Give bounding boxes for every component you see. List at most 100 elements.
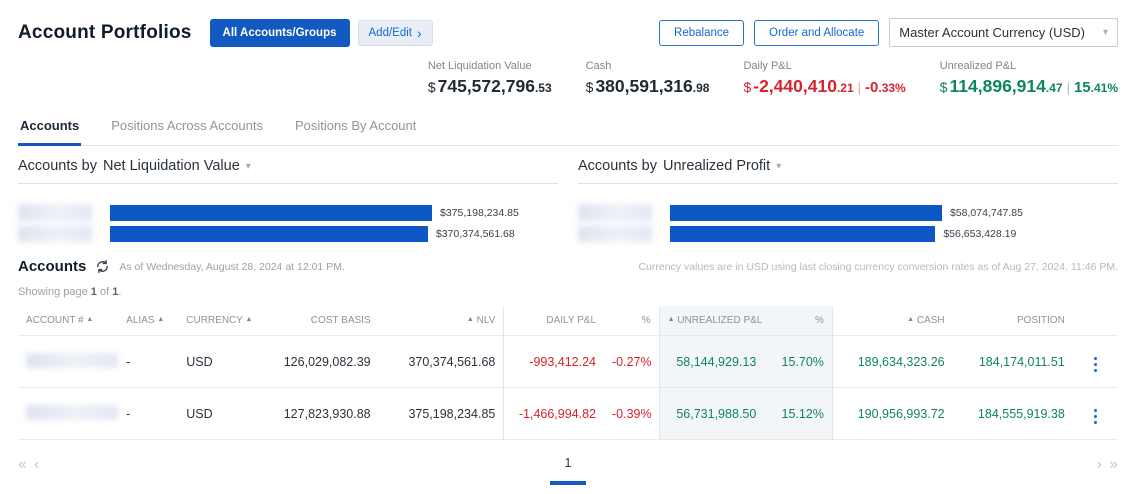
prev-page-icon[interactable]: ‹ [33,456,40,473]
as-of-timestamp: As of Wednesday, August 28, 2024 at 12:0… [119,260,345,273]
redacted-account-number [26,352,118,368]
chart-metric-dropdown[interactable]: Net Liquidation Value [103,158,240,174]
col-header-nlv[interactable]: ▲ NLV [378,306,504,336]
bar-track: $375,198,234.85 [110,204,519,221]
page-number-button[interactable]: 1 [548,454,588,485]
bar-track: $370,374,561.68 [110,225,515,242]
bar-track: $58,074,747.85 [670,204,1023,221]
sort-asc-icon: ▲ [86,316,94,323]
cell-daily-pct: -0.27% [604,335,660,388]
tab-positions-by-account[interactable]: Positions By Account [294,118,417,133]
portfolio-stats: Net Liquidation Value $745,572,796.53 Ca… [18,60,1118,97]
table-row: - USD 126,029,082.39 370,374,561.68 -993… [18,335,1118,388]
cell-alias: - [118,335,179,388]
stat-value: $745,572,796.53 [427,76,552,96]
tab-bar: Accounts Positions Across Accounts Posit… [18,112,1118,146]
bar-value-label: $58,074,747.85 [950,206,1023,219]
col-header-account[interactable]: ACCOUNT # ▲ [18,306,119,336]
cell-unrealized-pnl: 56,731,988.50 [658,387,765,440]
cell-position: 184,174,011.51 [952,335,1073,388]
cell-daily-pnl: -993,412.24 [503,335,605,388]
cell-cost-basis: 127,823,930.88 [248,387,379,440]
col-header-position[interactable]: POSITION [952,306,1073,336]
sort-asc-icon: ▲ [667,316,675,323]
col-header-actions [1072,306,1118,336]
col-header-cost-basis[interactable]: COST BASIS [248,306,379,336]
bar-value-label: $56,653,428.19 [943,227,1017,240]
last-page-icon[interactable]: » [1109,456,1118,473]
cell-unrealized-pct: 15.70% [764,335,833,388]
chart-title-prefix: Accounts by [18,158,97,174]
stat-value: $380,591,316.98 [585,76,710,96]
stat-label: Unrealized P&L [939,60,1017,72]
stat-unrealized-pnl: Unrealized P&L $114,896,914.47 | 15.41% [940,60,1118,97]
all-accounts-groups-button[interactable]: All Accounts/Groups [209,18,350,47]
accounts-section-header: Accounts As of Wednesday, August 28, 202… [18,258,1118,275]
chart-title-prefix: Accounts by [578,158,657,174]
cell-position: 184,555,919.38 [952,387,1073,440]
chevron-down-icon: ▾ [1102,27,1108,38]
bar-row: $58,074,747.85 [578,204,1118,221]
chart-title: Accounts by Unrealized Profit ▾ [578,158,1118,184]
currency-dropdown[interactable]: Master Account Currency (USD) ▾ [889,18,1118,47]
bar-row: $370,374,561.68 [18,225,558,242]
chart-net-liquidation-value: Accounts by Net Liquidation Value ▾ $375… [18,158,558,242]
bar-chart: $375,198,234.85 $370,374,561.68 [18,184,558,242]
table-row: - USD 127,823,930.88 375,198,234.85 -1,4… [18,387,1118,440]
first-page-icon[interactable]: « [18,456,27,473]
current-page-indicator [550,481,586,485]
chart-title: Accounts by Net Liquidation Value ▾ [18,158,558,184]
col-header-daily-pct[interactable]: % [604,306,660,336]
cell-daily-pct: -0.39% [604,387,660,440]
col-header-currency[interactable]: CURRENCY ▲ [178,306,252,336]
stat-value: $114,896,914.47 | 15.41% [939,76,1118,96]
add-edit-button[interactable]: Add/Edit › [357,19,433,46]
col-header-daily-pnl[interactable]: DAILY P&L [503,306,605,336]
pagination-right-arrows: › » [1097,456,1118,474]
tab-accounts[interactable]: Accounts [18,112,82,146]
col-header-unrealized-pnl[interactable]: ▲ UNREALIZED P&L [658,306,765,336]
refresh-button[interactable] [95,259,110,274]
col-header-cash[interactable]: ▲ CASH [832,306,953,336]
stat-value: $ -2,440,410.21 | -0.33% [743,76,906,96]
top-bar-actions: Rebalance Order and Allocate Master Acco… [659,18,1118,47]
bar-value-label: $375,198,234.85 [440,206,519,219]
cell-unrealized-pct: 15.12% [764,387,833,440]
chevron-right-icon: › [416,24,422,41]
stat-net-liquidation-value: Net Liquidation Value $745,572,796.53 [428,60,552,97]
accounts-section-title: Accounts [18,258,87,275]
cell-daily-pnl: -1,466,994.82 [503,387,605,440]
cell-unrealized-pnl: 58,144,929.13 [658,335,765,388]
cell-currency: USD [178,387,249,440]
order-and-allocate-button[interactable]: Order and Allocate [754,19,880,46]
col-header-alias[interactable]: ALIAS ▲ [118,306,179,336]
stat-daily-pnl: Daily P&L $ -2,440,410.21 | -0.33% [743,60,905,97]
cell-cash: 189,634,323.26 [832,335,953,388]
page-title: Account Portfolios [18,21,192,43]
chevron-down-icon: ▾ [245,160,251,172]
stat-label: Net Liquidation Value [427,60,532,72]
stat-cash: Cash $380,591,316.98 [586,60,710,97]
rebalance-button[interactable]: Rebalance [659,19,745,46]
cell-currency: USD [178,335,249,388]
col-header-unrealized-pct[interactable]: % [764,306,833,336]
tab-positions-across-accounts[interactable]: Positions Across Accounts [111,118,263,133]
row-actions-kebab-icon[interactable] [1088,407,1104,427]
add-edit-label: Add/Edit [368,26,412,39]
current-page-number: 1 [564,456,572,470]
row-actions-kebab-icon[interactable] [1088,355,1104,375]
redacted-account-number [26,404,118,420]
bar-track: $56,653,428.19 [670,225,1016,242]
stat-label: Daily P&L [743,60,792,72]
chart-metric-dropdown[interactable]: Unrealized Profit [663,158,771,174]
cell-alias: - [118,387,179,440]
refresh-icon [97,259,109,274]
chart-unrealized-profit: Accounts by Unrealized Profit ▾ $58,074,… [578,158,1118,242]
bar [110,204,432,221]
bar-chart: $58,074,747.85 $56,653,428.19 [578,184,1118,242]
cell-cash: 190,956,993.72 [832,387,953,440]
next-page-icon[interactable]: › [1096,456,1103,473]
cell-nlv: 370,374,561.68 [378,335,504,388]
sort-asc-icon: ▲ [466,316,474,323]
